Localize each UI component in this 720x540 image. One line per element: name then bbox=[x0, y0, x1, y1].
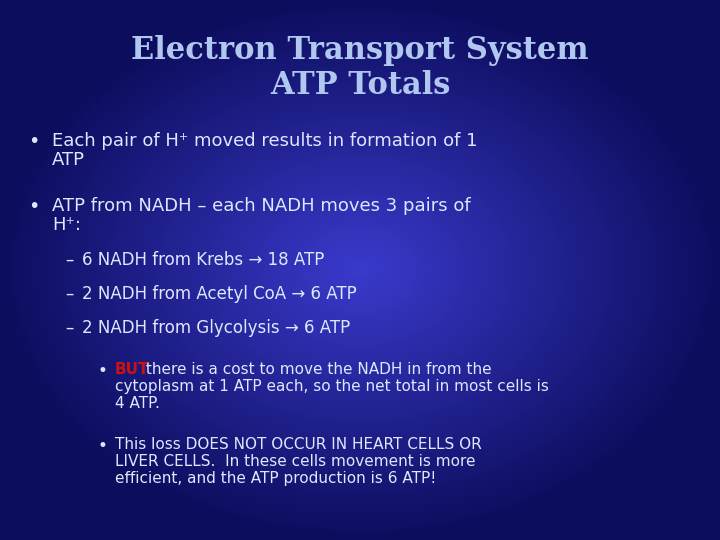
Text: •: • bbox=[98, 362, 108, 380]
Text: there is a cost to move the NADH in from the: there is a cost to move the NADH in from… bbox=[141, 362, 492, 377]
Text: –: – bbox=[65, 251, 73, 269]
Text: Each pair of H⁺ moved results in formation of 1: Each pair of H⁺ moved results in formati… bbox=[52, 132, 477, 150]
Text: This loss DOES NOT OCCUR IN HEART CELLS OR: This loss DOES NOT OCCUR IN HEART CELLS … bbox=[115, 437, 482, 453]
Text: •: • bbox=[28, 132, 40, 151]
Text: –: – bbox=[65, 319, 73, 337]
Text: LIVER CELLS.  In these cells movement is more: LIVER CELLS. In these cells movement is … bbox=[115, 454, 475, 469]
Text: 4 ATP.: 4 ATP. bbox=[115, 396, 160, 411]
Text: 2 NADH from Glycolysis → 6 ATP: 2 NADH from Glycolysis → 6 ATP bbox=[82, 319, 350, 337]
Text: efficient, and the ATP production is 6 ATP!: efficient, and the ATP production is 6 A… bbox=[115, 471, 436, 487]
Text: 2 NADH from Acetyl CoA → 6 ATP: 2 NADH from Acetyl CoA → 6 ATP bbox=[82, 285, 356, 303]
Text: 6 NADH from Krebs → 18 ATP: 6 NADH from Krebs → 18 ATP bbox=[82, 251, 325, 269]
Text: cytoplasm at 1 ATP each, so the net total in most cells is: cytoplasm at 1 ATP each, so the net tota… bbox=[115, 379, 549, 394]
Text: Electron Transport System: Electron Transport System bbox=[131, 35, 589, 65]
Text: •: • bbox=[98, 437, 108, 455]
Text: BUT: BUT bbox=[115, 362, 150, 377]
Text: ATP: ATP bbox=[52, 151, 85, 170]
Text: –: – bbox=[65, 285, 73, 303]
Text: ATP Totals: ATP Totals bbox=[270, 70, 450, 100]
Text: H⁺:: H⁺: bbox=[52, 216, 81, 234]
Text: ATP from NADH – each NADH moves 3 pairs of: ATP from NADH – each NADH moves 3 pairs … bbox=[52, 197, 471, 215]
Text: •: • bbox=[28, 197, 40, 216]
